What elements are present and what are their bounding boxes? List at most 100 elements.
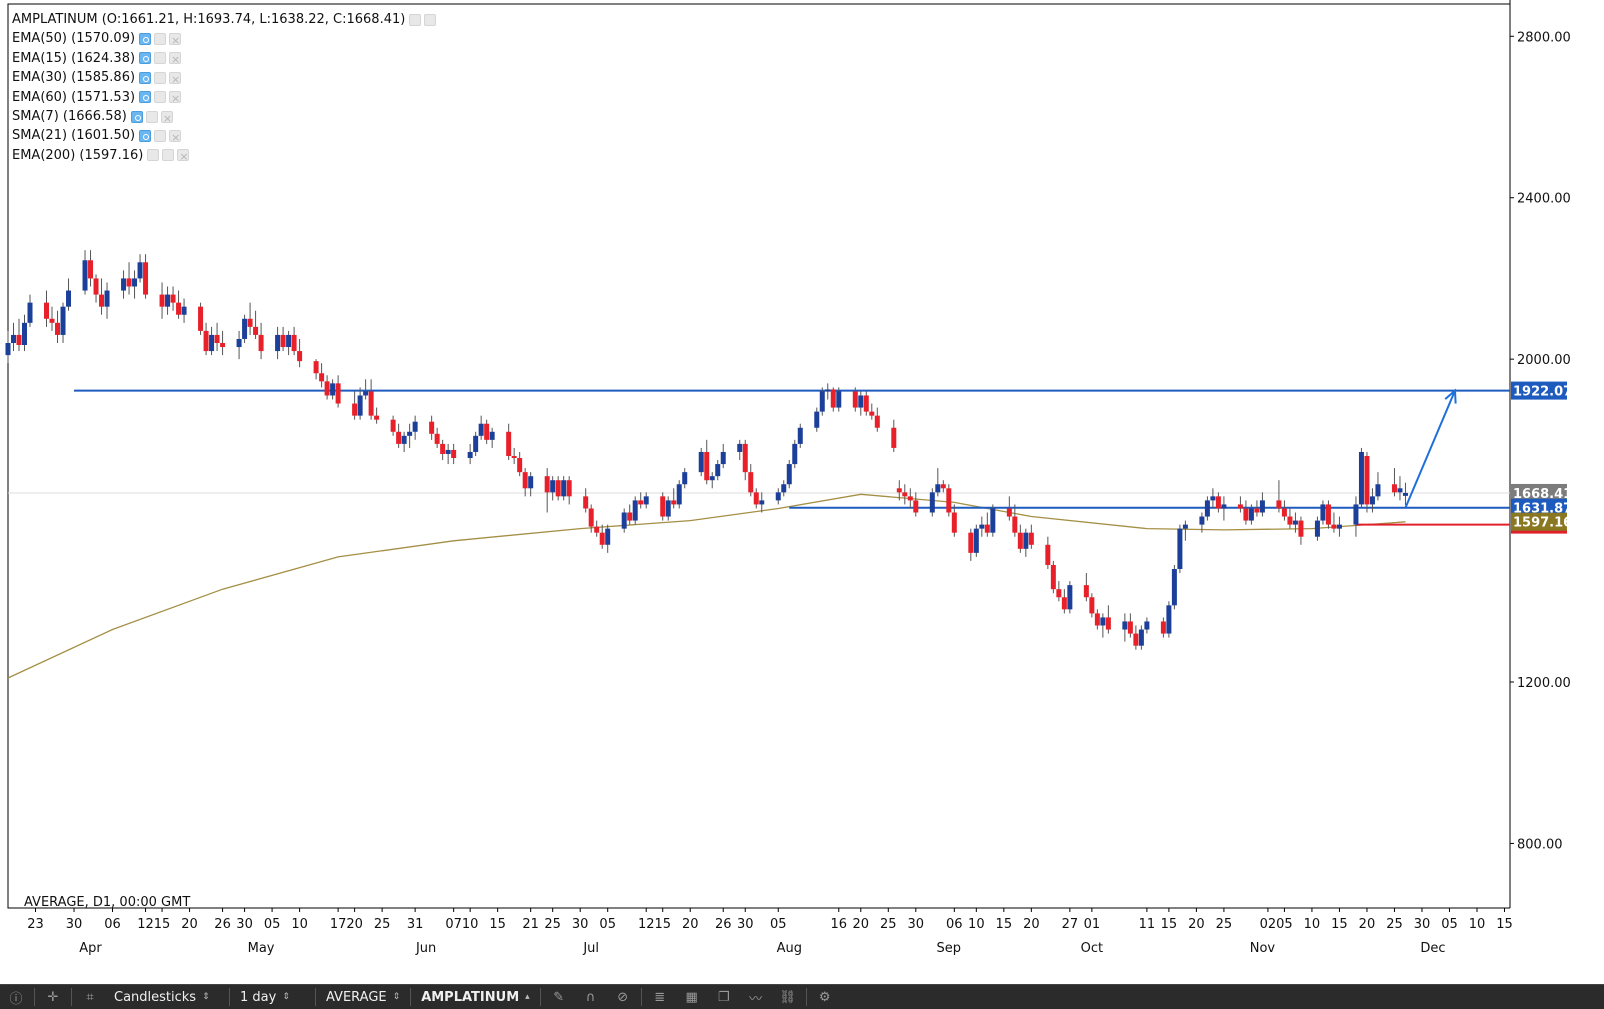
x-month-label: Dec: [1420, 941, 1445, 956]
settings-icon[interactable]: [145, 110, 158, 123]
candle-body: [1166, 605, 1172, 634]
candle-body: [1402, 492, 1408, 496]
candle-body: [352, 403, 358, 416]
eye-icon[interactable]: [139, 91, 152, 104]
candle-body: [27, 302, 33, 323]
candle-body: [286, 334, 292, 348]
copy-icon[interactable]: ❐: [717, 989, 730, 1005]
x-tick-label: 05: [599, 917, 616, 932]
settings-icon[interactable]: [154, 71, 167, 84]
candle-body: [60, 306, 66, 335]
line-chart-icon[interactable]: 〰: [749, 991, 763, 1007]
candle-body: [473, 435, 479, 452]
close-icon[interactable]: [169, 70, 182, 89]
crosshair-icon[interactable]: ✛: [47, 989, 59, 1005]
settings-icon[interactable]: [154, 91, 167, 104]
candle-body: [1160, 621, 1166, 634]
candle-body: [709, 476, 715, 481]
settings-icon[interactable]: [162, 149, 175, 162]
close-icon[interactable]: [177, 147, 190, 167]
price-label-bg: [1511, 381, 1567, 400]
chevron-up-icon: ▴: [525, 992, 530, 1002]
x-tick-label: 20: [682, 917, 699, 932]
eye-icon[interactable]: [139, 52, 152, 65]
chevron-updown-icon: ⇕: [282, 992, 290, 1002]
candle-body: [874, 415, 880, 428]
price-chart[interactable]: 800.00 1200.00 2000.00 2400.00 2800.00 23 30 06…: [0, 0, 1604, 984]
symbol-select[interactable]: AMPLATINUM ▴: [413, 985, 537, 1009]
close-icon[interactable]: [169, 89, 182, 109]
eye-icon[interactable]: [139, 33, 152, 46]
price-label-bg: [1511, 512, 1567, 531]
interval-select[interactable]: 1 day ⇕: [232, 985, 313, 1009]
x-tick-label: 20: [346, 917, 363, 932]
candle-body: [913, 500, 919, 513]
candle-body: [176, 302, 182, 315]
indicator-legend: AMPLATINUM (O:1661.21, H:1693.74, L:1638…: [12, 10, 439, 167]
candle-body: [1067, 585, 1073, 610]
sort-icon[interactable]: ≣: [654, 989, 666, 1005]
price-label-text: 1597.16: [1513, 516, 1572, 531]
link-icon[interactable]: ⛓: [779, 989, 796, 1005]
candle-body: [220, 343, 226, 348]
candle-body: [929, 492, 935, 513]
x-tick-label: 06: [104, 917, 121, 932]
candle-body: [720, 451, 726, 465]
candle-body: [775, 492, 781, 501]
projection-arrow-head: [1444, 388, 1457, 404]
grid-icon[interactable]: ▦: [685, 989, 698, 1005]
x-tick-label: 01: [1084, 917, 1101, 932]
candle-body: [588, 508, 594, 527]
candle-body: [291, 334, 297, 352]
close-icon[interactable]: [160, 109, 173, 128]
eye-icon[interactable]: [130, 110, 143, 123]
settings-icon[interactable]: [424, 13, 437, 26]
pencil-icon[interactable]: ✎: [553, 989, 565, 1005]
info-icon[interactable]: ⓘ: [9, 991, 23, 1007]
candle-body: [544, 476, 550, 493]
candle-body: [1100, 617, 1106, 626]
settings-icon[interactable]: [154, 130, 167, 143]
symbol-value: AMPLATINUM: [421, 989, 520, 1005]
toolbar-divider: [539, 988, 541, 1006]
x-tick-label: 15: [1496, 917, 1513, 932]
chart-type-select[interactable]: Candlesticks ⇕: [106, 985, 227, 1009]
magnet-icon[interactable]: ∩: [585, 989, 596, 1005]
ema200-line: [7, 493, 1406, 679]
eye-icon[interactable]: [139, 71, 152, 84]
candle-body: [973, 528, 979, 553]
close-icon[interactable]: [169, 128, 182, 147]
candle-body: [665, 500, 671, 517]
close-icon[interactable]: [169, 31, 182, 50]
candle-body: [1177, 528, 1183, 569]
candle-body: [280, 334, 286, 348]
bottom-toolbar: ⓘ ✛ ⌗ Candlesticks ⇕ 1 day ⇕ AVERAGE ⇕ A…: [0, 984, 1604, 1009]
settings-icon[interactable]: [154, 52, 167, 65]
candle-body: [946, 488, 952, 513]
x-tick-label: 11: [1139, 917, 1156, 932]
candle-body: [214, 334, 220, 343]
candle-body: [1127, 621, 1133, 634]
candle-body: [1331, 524, 1337, 529]
crop-icon[interactable]: ⌗: [86, 989, 94, 1005]
x-tick-label: 30: [908, 917, 925, 932]
exchange-select[interactable]: AVERAGE ⇕: [318, 985, 408, 1009]
x-tick-label: 15: [1161, 917, 1178, 932]
candle-body: [1028, 532, 1034, 545]
close-icon[interactable]: [169, 50, 182, 70]
candle-body: [374, 415, 380, 420]
candle-body: [93, 278, 99, 295]
candle-body: [484, 423, 490, 440]
x-tick-label: 20: [181, 917, 198, 932]
eye-hidden-icon[interactable]: ⊘: [617, 989, 629, 1005]
settings-icon[interactable]: [409, 13, 422, 26]
projection-arrow-line: [1404, 390, 1456, 509]
eye-icon[interactable]: [139, 130, 152, 143]
y-tick-label: 800.00: [1517, 837, 1563, 852]
eye-icon[interactable]: [147, 149, 160, 162]
candle-body: [1056, 589, 1062, 598]
gear-icon[interactable]: ⚙: [818, 989, 831, 1005]
x-tick-label: 05: [1276, 917, 1293, 932]
settings-icon[interactable]: [154, 33, 167, 46]
